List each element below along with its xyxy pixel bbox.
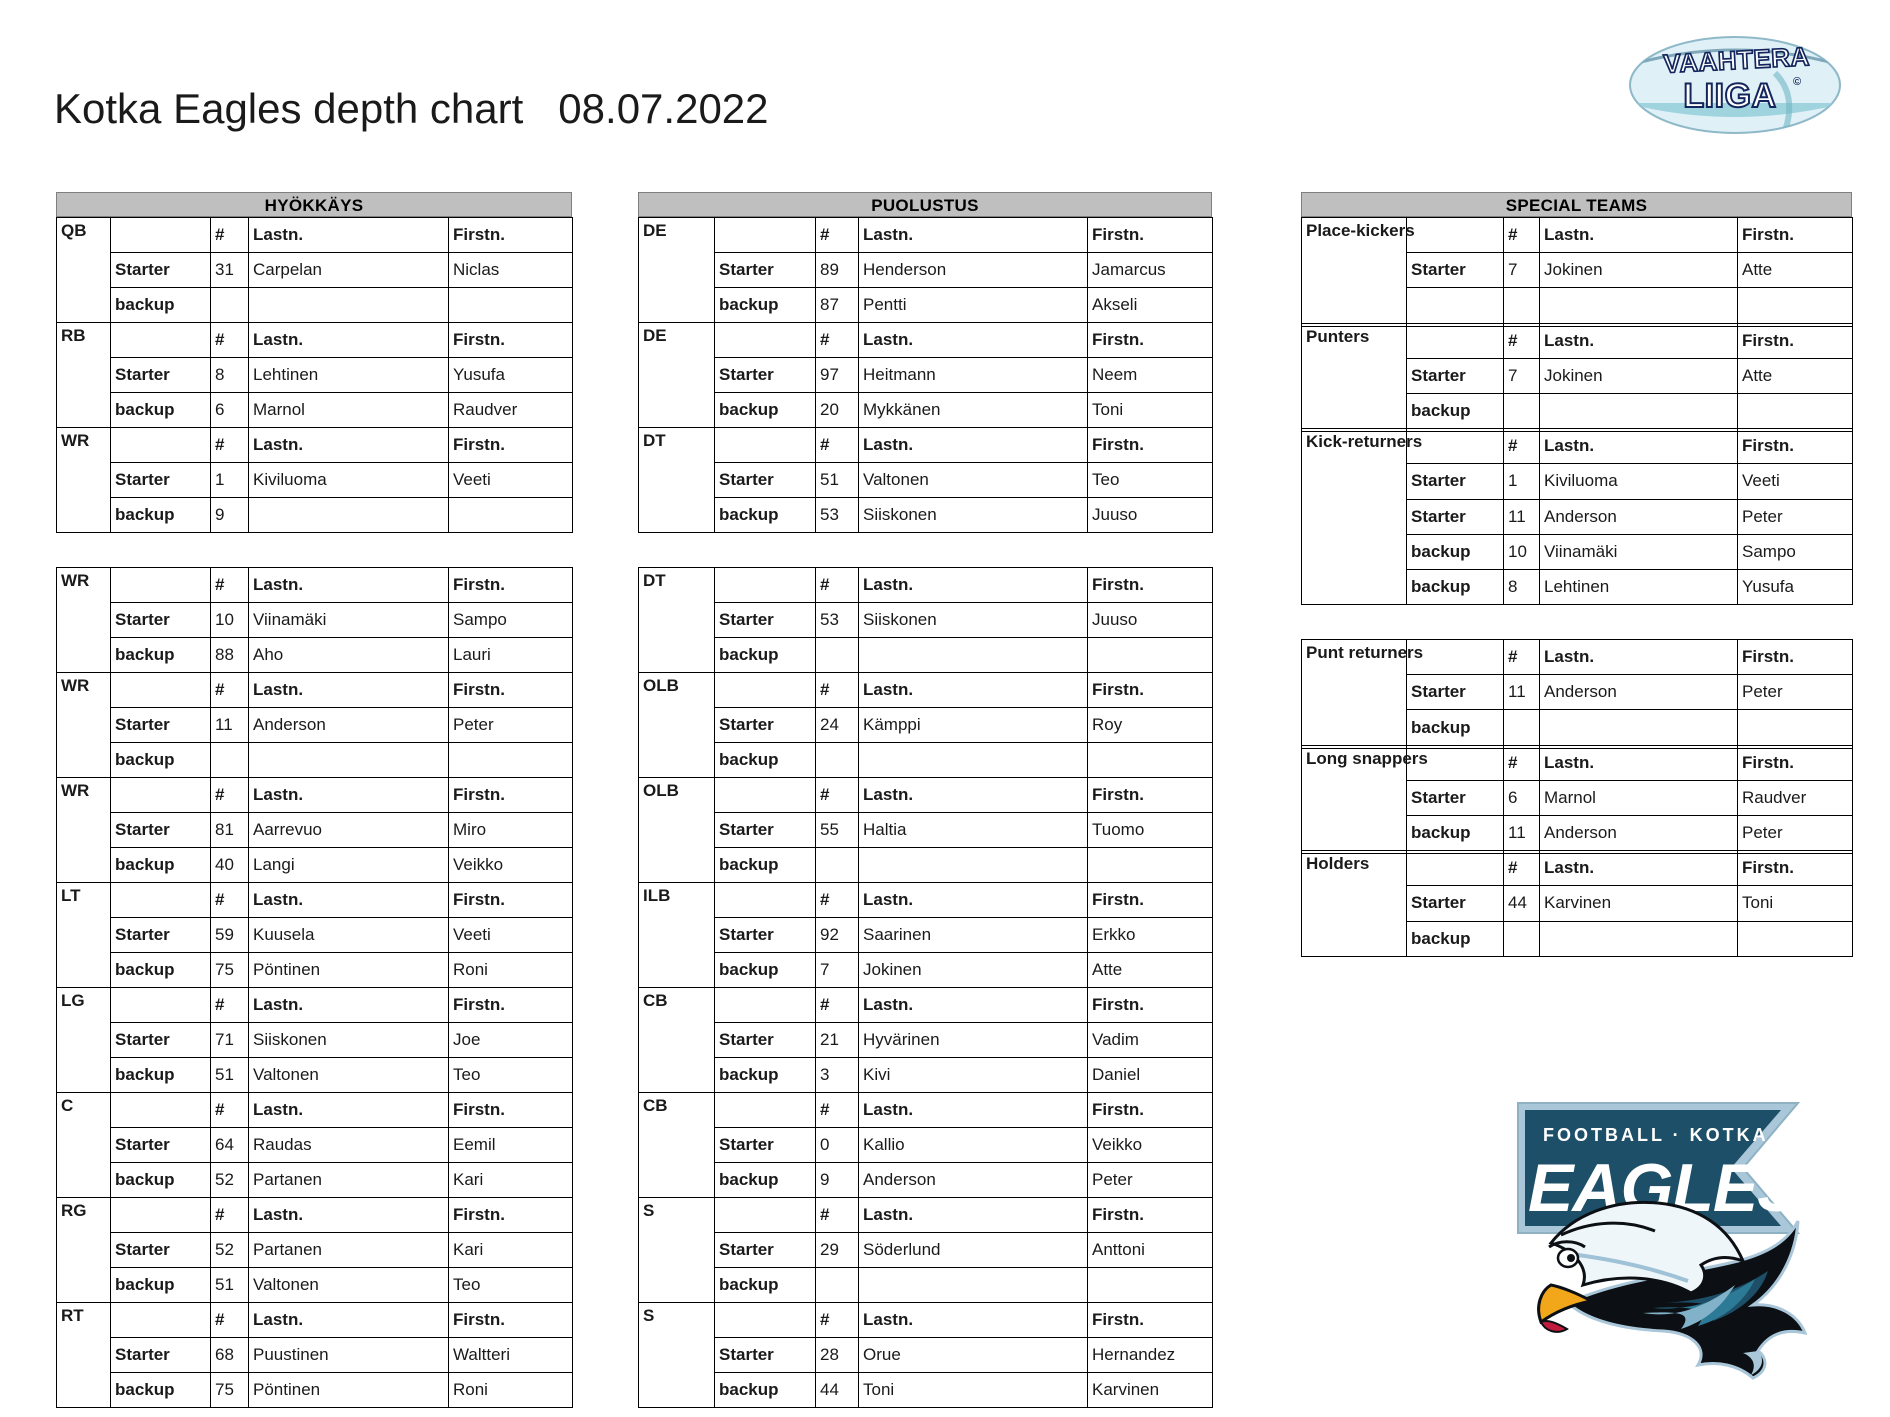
svg-text:LIIGA: LIIGA (1683, 77, 1776, 115)
svg-text:FOOTBALL · KOTKA: FOOTBALL · KOTKA (1543, 1125, 1769, 1145)
svg-text:©: © (1793, 76, 1801, 88)
